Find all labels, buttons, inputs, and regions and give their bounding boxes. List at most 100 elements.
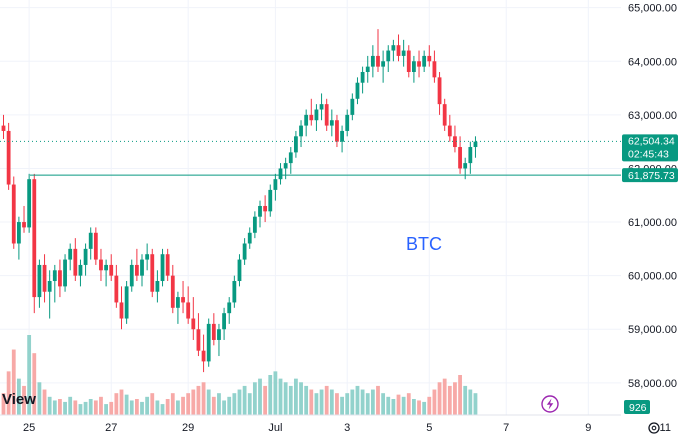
last-price-value: 62,504.34 xyxy=(628,135,675,147)
candle-body xyxy=(247,232,252,244)
candle-body xyxy=(99,259,103,271)
candle-body xyxy=(401,50,406,56)
volume-bar xyxy=(268,375,273,415)
horizontal-line-tag: 61,875.73 xyxy=(622,168,678,183)
candlestick-series xyxy=(1,29,478,373)
candle-body xyxy=(396,45,401,56)
volume-bar xyxy=(288,385,293,415)
candle-body xyxy=(386,50,391,62)
volume-bar xyxy=(150,393,155,415)
volume-bar xyxy=(73,400,78,415)
price-tick-label: 60,000.00 xyxy=(628,271,677,283)
volume-tag: 926 xyxy=(624,400,650,414)
candle-body xyxy=(432,61,437,78)
candle-body xyxy=(22,222,26,228)
candle-body xyxy=(170,275,175,308)
volume-bar xyxy=(78,404,83,415)
candle-body xyxy=(222,313,226,330)
candle-body xyxy=(453,136,457,148)
candle-body xyxy=(6,130,11,185)
candle-body xyxy=(406,50,411,72)
candle-body xyxy=(278,168,283,180)
volume-bar xyxy=(396,394,401,415)
volume-bar xyxy=(304,385,309,415)
price-tick-label: 64,000.00 xyxy=(628,56,677,68)
price-axis[interactable] xyxy=(621,0,680,425)
price-tick-label: 61,000.00 xyxy=(628,217,677,229)
volume-bar xyxy=(432,389,437,415)
candle-body xyxy=(181,297,185,303)
volume-bar xyxy=(119,389,124,415)
volume-bar xyxy=(453,382,457,415)
volume-bar xyxy=(406,393,411,415)
volume-bar xyxy=(360,389,365,415)
candle-body xyxy=(437,77,442,105)
volume-bar xyxy=(1,393,6,415)
candle-body xyxy=(324,104,329,126)
candle-body xyxy=(252,216,257,233)
candle-body xyxy=(294,136,298,153)
candle-body xyxy=(104,264,108,271)
candle-body xyxy=(422,55,427,67)
candle-body xyxy=(37,264,42,298)
volume-bar xyxy=(114,393,119,415)
candle-body xyxy=(350,98,355,115)
volume-bar xyxy=(16,378,21,415)
candle-body xyxy=(114,275,119,303)
volume-bar xyxy=(242,385,247,415)
volume-bar xyxy=(283,382,288,415)
volume-bar xyxy=(355,385,360,415)
candle-body xyxy=(242,243,247,260)
candle-body xyxy=(88,232,93,249)
candle-body xyxy=(109,264,114,276)
volume-bar xyxy=(370,389,375,415)
candle-body xyxy=(340,130,344,142)
volume-bar xyxy=(160,404,165,415)
candle-body xyxy=(355,82,360,99)
volume-bar xyxy=(309,389,314,415)
candle-body xyxy=(335,120,339,142)
candle-body xyxy=(263,205,268,212)
candle-body xyxy=(391,45,396,51)
candle-body xyxy=(93,232,98,260)
candle-body xyxy=(463,163,468,169)
volume-bar xyxy=(227,396,232,415)
volume-bar xyxy=(181,396,185,415)
volume-bar xyxy=(176,400,180,415)
bar-countdown: 02:45:43 xyxy=(628,148,669,160)
volume-bar xyxy=(319,389,324,415)
lightning-icon[interactable] xyxy=(541,395,559,413)
volume-bar xyxy=(196,385,201,415)
volume-bar xyxy=(299,382,303,415)
volume-bar xyxy=(6,371,11,415)
volume-bar xyxy=(458,375,462,415)
volume-bar xyxy=(422,401,427,415)
time-tick-label: 25 xyxy=(23,422,35,434)
volume-bar xyxy=(47,396,52,415)
price-tick-label: 59,000.00 xyxy=(628,324,677,336)
volume-bar xyxy=(278,378,283,415)
candle-body xyxy=(458,147,462,169)
settings-gear-icon[interactable] xyxy=(648,422,660,434)
candle-body xyxy=(360,71,365,83)
volume-bar xyxy=(376,385,380,415)
volume-bar xyxy=(170,393,175,415)
candle-body xyxy=(227,302,232,314)
candle-body xyxy=(427,55,432,62)
volume-bar xyxy=(350,389,355,415)
candle-body xyxy=(217,329,221,340)
candle-body xyxy=(232,281,237,303)
symbol-label: BTC xyxy=(406,234,442,254)
candle-body xyxy=(140,259,144,276)
volume-bar xyxy=(52,400,57,415)
candle-body xyxy=(473,141,478,148)
candle-body xyxy=(196,329,201,351)
time-tick-label: 5 xyxy=(426,422,432,434)
candle-body xyxy=(119,302,124,319)
volume-bar xyxy=(412,399,416,415)
volume-bar xyxy=(109,401,114,415)
volume-bar xyxy=(201,382,206,415)
candle-body xyxy=(299,125,303,137)
